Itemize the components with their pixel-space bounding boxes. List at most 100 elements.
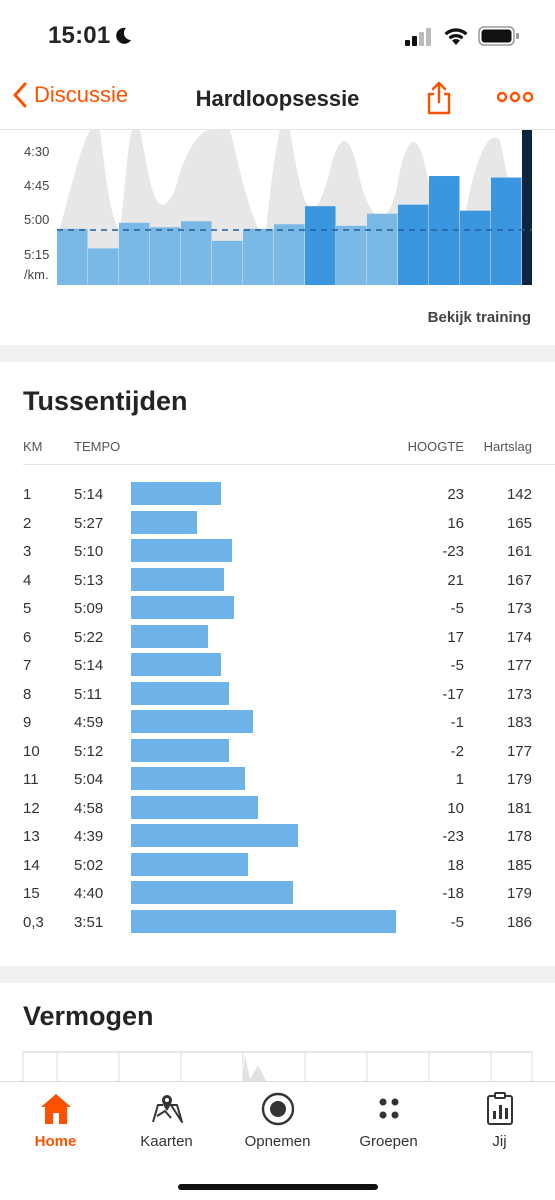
tab-you[interactable]: Jij bbox=[444, 1082, 555, 1162]
pace-bar[interactable] bbox=[274, 224, 305, 285]
pace-bar[interactable] bbox=[491, 177, 522, 285]
split-pace-bar bbox=[131, 795, 258, 819]
back-label: Discussie bbox=[34, 82, 129, 107]
tab-label: Groepen bbox=[359, 1133, 418, 1150]
split-row: 2 5:27 16 165 bbox=[0, 509, 555, 537]
split-elevation: 10 bbox=[447, 799, 464, 817]
split-km: 0,3 bbox=[23, 913, 44, 931]
split-elevation: -23 bbox=[442, 828, 464, 845]
y-tick-label: 5:00 bbox=[24, 212, 50, 227]
pace-bar[interactable] bbox=[367, 213, 398, 285]
split-pace-bar bbox=[131, 482, 221, 505]
power-chart bbox=[22, 1051, 533, 1081]
view-training-link[interactable]: Bekijk training bbox=[427, 309, 531, 326]
groups-icon bbox=[379, 1098, 399, 1119]
pace-chart[interactable] bbox=[0, 130, 555, 295]
header-hoogte: HOOGTE bbox=[407, 439, 464, 454]
split-row: 6 5:22 17 174 bbox=[0, 623, 555, 651]
split-row: 7 5:14 -5 177 bbox=[0, 651, 555, 679]
split-heart-rate: 181 bbox=[506, 799, 532, 817]
split-pace-bar bbox=[131, 852, 248, 876]
status-time: 15:01 bbox=[48, 22, 111, 49]
pace-bar[interactable] bbox=[336, 225, 367, 285]
split-km: 11 bbox=[23, 771, 39, 788]
split-heart-rate: 161 bbox=[506, 543, 532, 560]
header-divider bbox=[23, 464, 555, 465]
split-heart-rate: 142 bbox=[506, 486, 532, 503]
split-pace-bar bbox=[131, 909, 396, 933]
split-elevation: 23 bbox=[447, 486, 464, 503]
split-elevation: -1 bbox=[450, 714, 464, 731]
tab-maps[interactable]: Kaarten bbox=[111, 1082, 222, 1162]
split-km: 13 bbox=[23, 828, 40, 845]
split-pace-bar bbox=[131, 710, 253, 733]
pace-bar[interactable] bbox=[57, 228, 88, 285]
split-elevation: -17 bbox=[442, 685, 464, 703]
header-hartslag: Hartslag bbox=[483, 439, 532, 454]
split-elevation: -5 bbox=[450, 600, 464, 617]
battery-icon bbox=[478, 26, 519, 46]
split-heart-rate: 173 bbox=[506, 685, 532, 703]
header-tempo: TEMPO bbox=[74, 439, 121, 454]
split-heart-rate: 186 bbox=[506, 913, 532, 931]
split-row: 12 4:58 10 181 bbox=[0, 794, 555, 822]
tab-home[interactable]: Home bbox=[0, 1082, 111, 1162]
more-options-icon[interactable] bbox=[497, 89, 533, 105]
split-heart-rate: 173 bbox=[506, 600, 532, 617]
tab-record[interactable]: Opnemen bbox=[222, 1082, 333, 1162]
pace-bar[interactable] bbox=[522, 130, 532, 285]
pace-bar[interactable] bbox=[305, 206, 336, 285]
split-row: 10 5:12 -2 177 bbox=[0, 737, 555, 765]
split-row: 3 5:10 -23 161 bbox=[0, 537, 555, 565]
splits-title: Tussentijden bbox=[23, 386, 188, 416]
split-elevation: 1 bbox=[455, 771, 464, 788]
pace-bar[interactable] bbox=[119, 222, 150, 285]
pace-bar[interactable] bbox=[212, 240, 243, 285]
split-heart-rate: 178 bbox=[506, 828, 532, 845]
pace-bar[interactable] bbox=[88, 248, 119, 285]
pace-bar[interactable] bbox=[243, 228, 274, 285]
split-pace-bar bbox=[131, 681, 229, 705]
split-pace-bar bbox=[131, 596, 234, 619]
pace-bar[interactable] bbox=[398, 204, 429, 285]
split-row: 15 4:40 -18 179 bbox=[0, 879, 555, 907]
pace-bar[interactable] bbox=[150, 227, 181, 285]
pace-bar[interactable] bbox=[181, 221, 212, 285]
share-icon[interactable] bbox=[426, 80, 452, 116]
split-tempo: 5:02 bbox=[74, 856, 104, 874]
split-tempo: 4:58 bbox=[74, 799, 104, 817]
split-elevation: 21 bbox=[447, 571, 464, 589]
split-row: 5 5:09 -5 173 bbox=[0, 594, 555, 622]
split-row: 13 4:39 -23 178 bbox=[0, 822, 555, 850]
tab-label: Home bbox=[34, 1133, 77, 1150]
split-pace-bar bbox=[131, 624, 208, 648]
power-card: Vermogen bbox=[0, 983, 555, 1081]
split-km: 12 bbox=[23, 799, 40, 817]
home-indicator bbox=[178, 1184, 378, 1190]
y-tick-label: 4:45 bbox=[24, 178, 50, 193]
split-km: 3 bbox=[23, 543, 32, 560]
split-heart-rate: 183 bbox=[506, 714, 532, 731]
split-pace-bar bbox=[131, 738, 229, 762]
split-km: 6 bbox=[23, 628, 32, 646]
pace-bar[interactable] bbox=[460, 210, 491, 285]
split-tempo: 5:13 bbox=[74, 571, 104, 589]
split-tempo: 4:59 bbox=[74, 714, 104, 731]
status-bar: 15:01 bbox=[0, 0, 555, 72]
split-pace-bar bbox=[131, 567, 224, 591]
split-heart-rate: 177 bbox=[506, 657, 532, 674]
back-button[interactable]: Discussie bbox=[12, 82, 128, 108]
wifi-icon bbox=[444, 28, 468, 45]
split-elevation: 16 bbox=[447, 514, 464, 532]
record-icon bbox=[261, 1092, 295, 1126]
split-tempo: 5:12 bbox=[74, 742, 104, 760]
split-km: 9 bbox=[23, 714, 32, 731]
tab-label: Opnemen bbox=[244, 1133, 311, 1150]
split-pace-bar bbox=[131, 653, 221, 676]
split-tempo: 4:39 bbox=[74, 828, 104, 845]
split-tempo: 5:04 bbox=[74, 771, 104, 788]
tab-groups[interactable]: Groepen bbox=[333, 1082, 444, 1162]
split-row: 8 5:11 -17 173 bbox=[0, 680, 555, 708]
split-heart-rate: 179 bbox=[506, 885, 532, 902]
